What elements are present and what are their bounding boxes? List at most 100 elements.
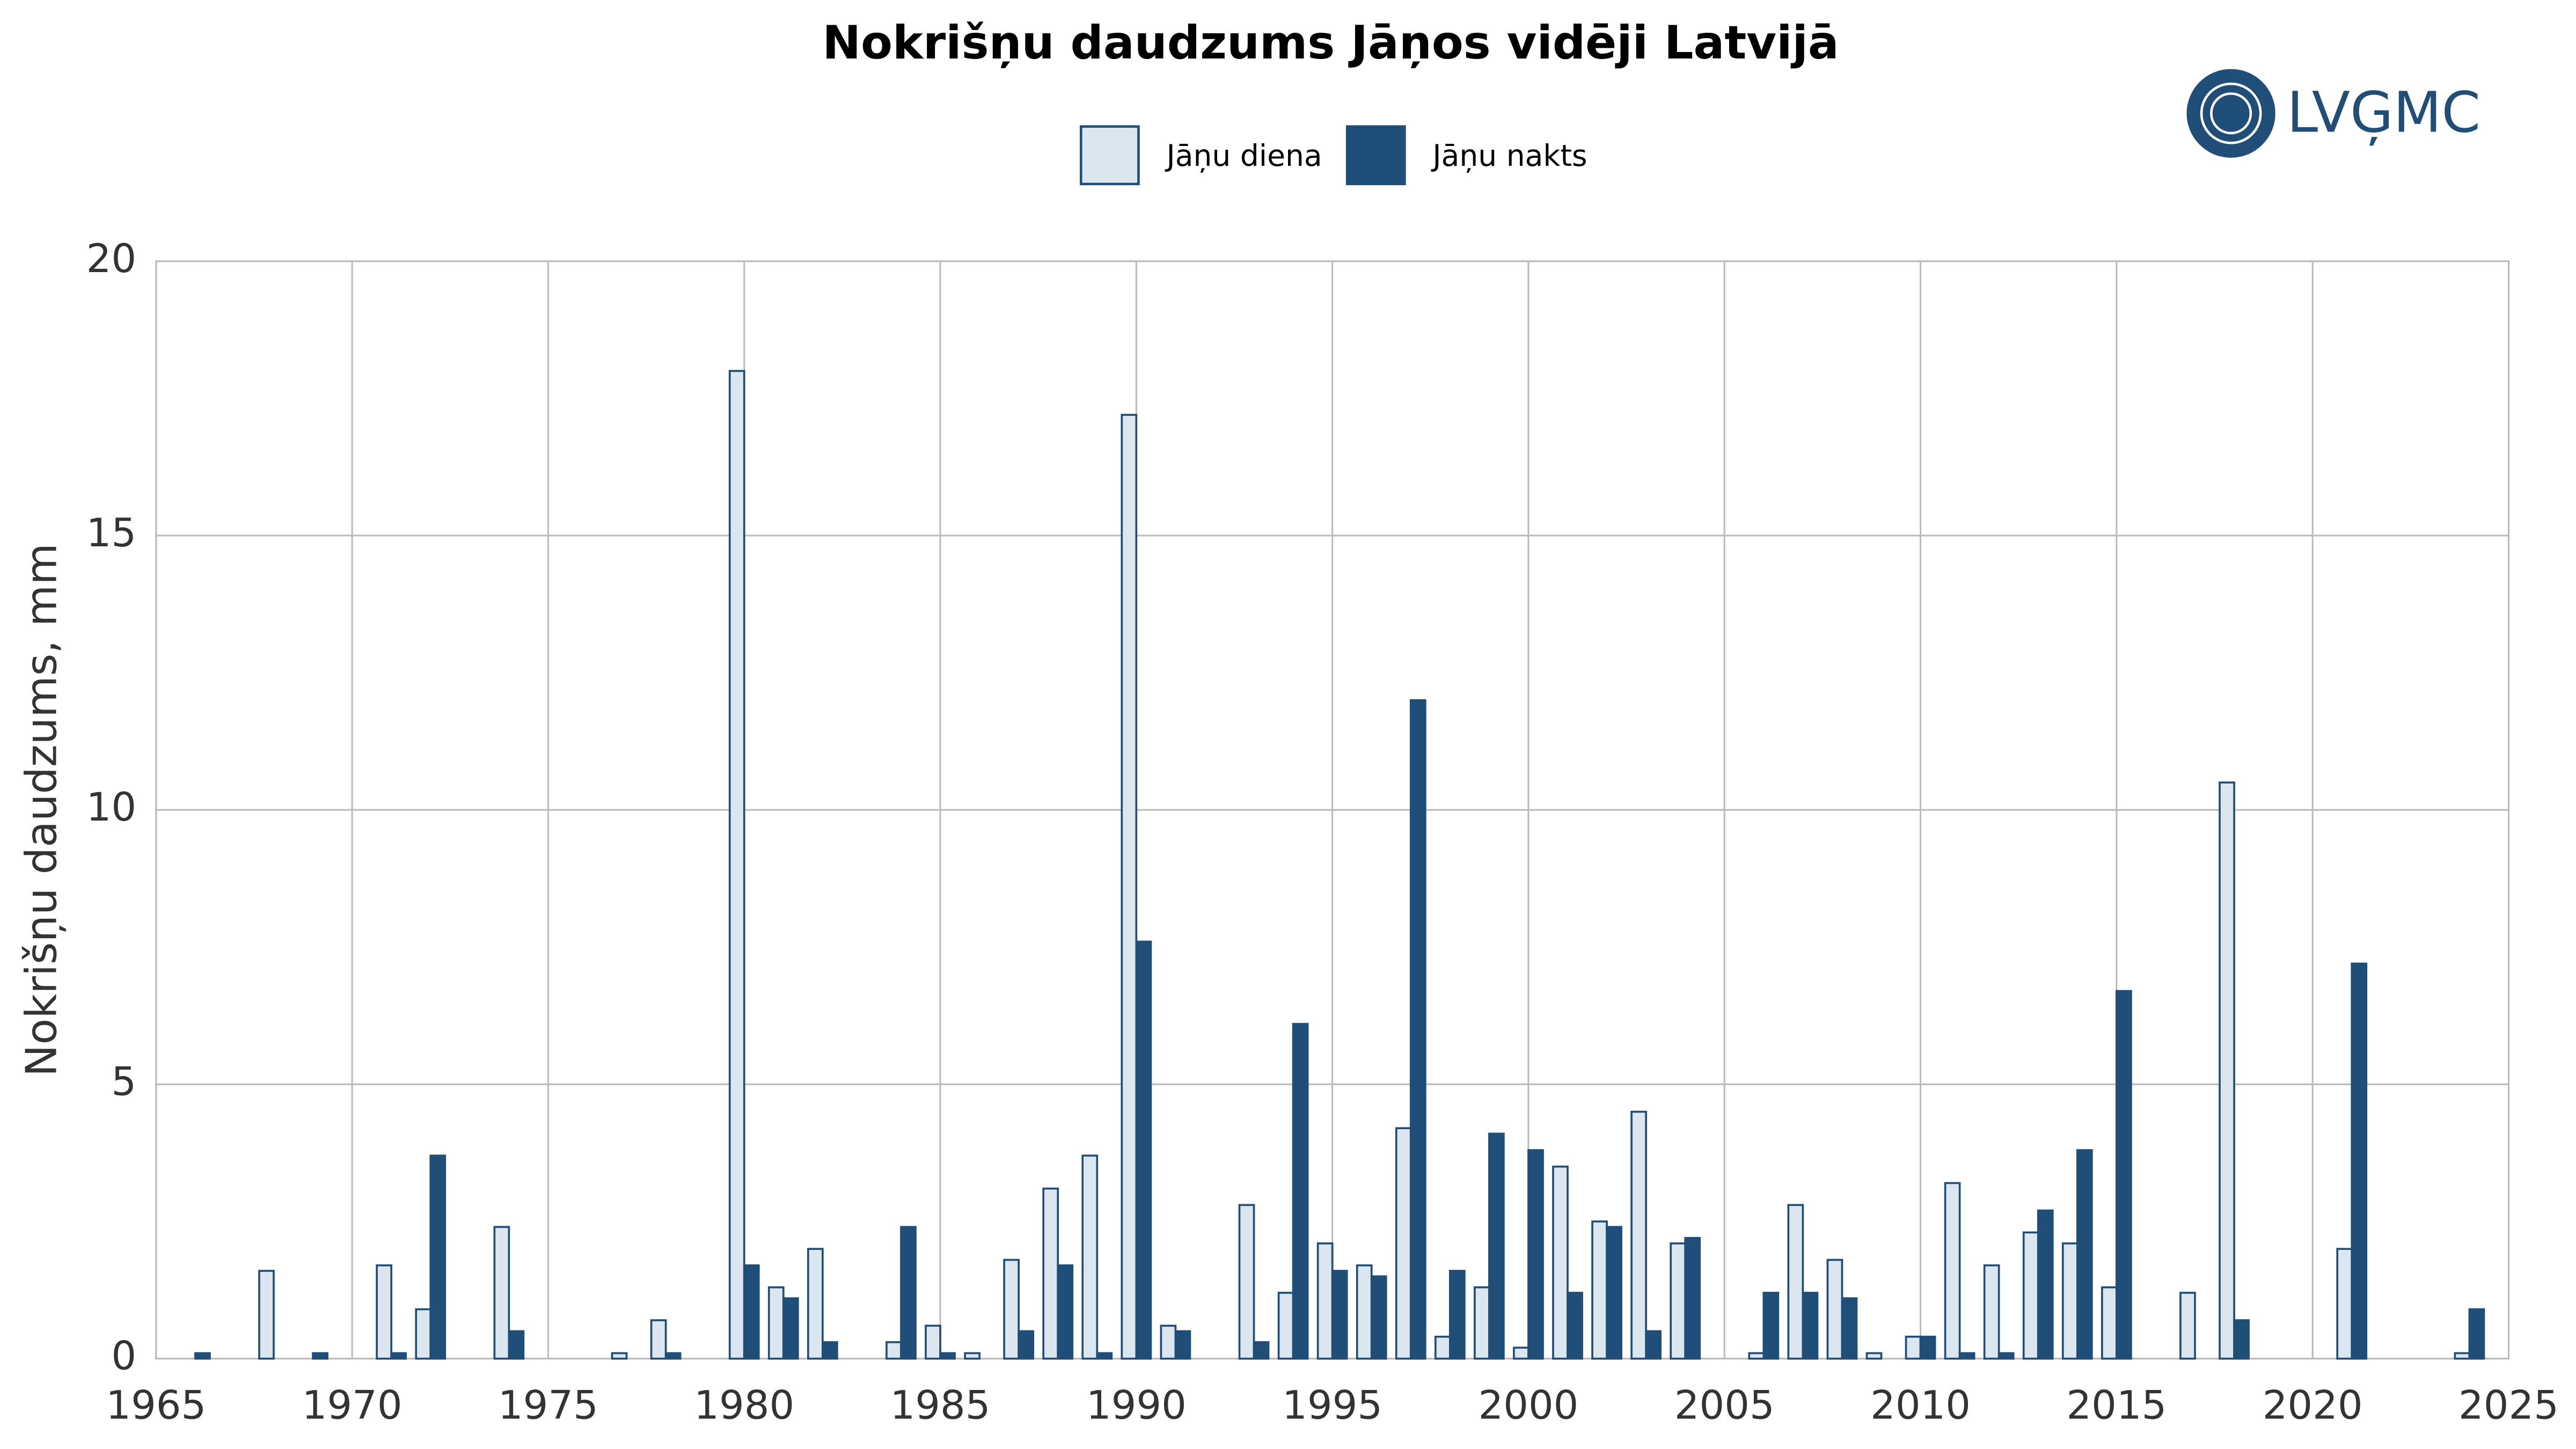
bar (1552, 1165, 1569, 1360)
bar (900, 1226, 917, 1360)
bar (1762, 1292, 1780, 1360)
x-tick-label: 2005 (1674, 1382, 1775, 1428)
y-tick-label: 10 (86, 785, 136, 830)
bar (1865, 1352, 1883, 1360)
bar (2219, 781, 2235, 1360)
bar (1958, 1352, 1975, 1360)
bar (1905, 1335, 1922, 1360)
logo-ring (2200, 82, 2262, 144)
bar (885, 1341, 902, 1360)
bar (1645, 1330, 1662, 1360)
bar (1983, 1264, 2000, 1360)
logo-ring (2210, 92, 2252, 135)
bar (650, 1319, 667, 1360)
bar (1370, 1275, 1387, 1360)
x-tick-label: 1995 (1282, 1382, 1382, 1428)
x-tick-label: 2025 (2458, 1382, 2559, 1428)
bar (508, 1330, 525, 1360)
bar (1474, 1286, 1490, 1360)
legend-swatch (1079, 125, 1140, 186)
bar (1567, 1292, 1583, 1360)
bar (1591, 1220, 1608, 1360)
bar (1003, 1258, 1020, 1360)
bar (2351, 962, 2368, 1360)
bar (1238, 1204, 1255, 1360)
bar (2022, 1231, 2039, 1360)
bar (1174, 1330, 1191, 1360)
bar (2101, 1286, 2118, 1360)
x-tick-label: 1985 (890, 1382, 991, 1428)
bar (258, 1270, 275, 1360)
bar (939, 1352, 956, 1360)
bar (1160, 1324, 1177, 1360)
bar (1944, 1182, 1961, 1360)
x-tick-label: 1990 (1086, 1382, 1187, 1428)
bar (390, 1352, 407, 1360)
bar (429, 1154, 447, 1360)
y-axis-label: Nokrišņu daudzums, mm (17, 543, 67, 1077)
x-tick-label: 2000 (1478, 1382, 1578, 1428)
legend-label: Jāņu diena (1165, 138, 1322, 173)
bar (1395, 1127, 1412, 1360)
bar (2336, 1248, 2353, 1360)
y-tick-label: 15 (86, 510, 136, 556)
bar (2179, 1292, 2196, 1360)
bar (611, 1352, 628, 1360)
bar (1787, 1204, 1804, 1360)
bar (1488, 1132, 1505, 1360)
bar (493, 1226, 510, 1360)
bar (2037, 1209, 2054, 1360)
bar (2076, 1149, 2093, 1360)
bar (728, 370, 745, 1360)
x-tick-label: 1970 (302, 1382, 402, 1428)
bar (312, 1352, 328, 1360)
bar (1802, 1292, 1819, 1360)
bar (964, 1352, 980, 1360)
bar (1135, 940, 1152, 1360)
logo-text: LVĢMC (2287, 80, 2480, 146)
bar (1096, 1352, 1113, 1360)
bar (2061, 1242, 2079, 1360)
bar (1121, 414, 1138, 1360)
bar (415, 1308, 432, 1360)
bar (1057, 1264, 1074, 1360)
x-tick-label: 2020 (2263, 1382, 2363, 1428)
bar (376, 1264, 393, 1360)
bar (782, 1297, 799, 1360)
bar (1434, 1335, 1451, 1360)
bar (2468, 1308, 2485, 1360)
bar (807, 1248, 824, 1360)
bar (1356, 1264, 1373, 1360)
bar (1292, 1023, 1309, 1360)
bar (1316, 1242, 1334, 1360)
bar (664, 1352, 682, 1360)
bar (1684, 1236, 1701, 1360)
bar (1331, 1270, 1348, 1360)
x-tick-label: 2015 (2066, 1382, 2167, 1428)
logo: LVĢMC (2186, 69, 2480, 158)
chart-title: Nokrišņu daudzums Jāņos vidēji Latvijā (822, 16, 1839, 70)
logo-icon (2186, 69, 2275, 158)
bar (1527, 1149, 1544, 1360)
bar (925, 1324, 941, 1360)
bar (1997, 1352, 2015, 1360)
bar (1606, 1226, 1622, 1360)
y-tick-label: 20 (86, 236, 136, 282)
bar (1513, 1346, 1529, 1360)
bar (1919, 1335, 1936, 1360)
y-tick-label: 5 (111, 1059, 136, 1104)
legend-label: Jāņu nakts (1431, 138, 1587, 173)
bar (743, 1264, 760, 1360)
y-tick-label: 0 (111, 1334, 136, 1379)
bar (1081, 1154, 1099, 1360)
bar (1630, 1110, 1647, 1360)
bar (194, 1352, 211, 1360)
bar (1253, 1341, 1270, 1360)
bar (2454, 1352, 2471, 1360)
bar (1841, 1297, 1858, 1360)
legend-swatch (1345, 125, 1406, 186)
bar (1826, 1258, 1843, 1360)
bar (1448, 1270, 1466, 1360)
bar (1042, 1187, 1059, 1360)
